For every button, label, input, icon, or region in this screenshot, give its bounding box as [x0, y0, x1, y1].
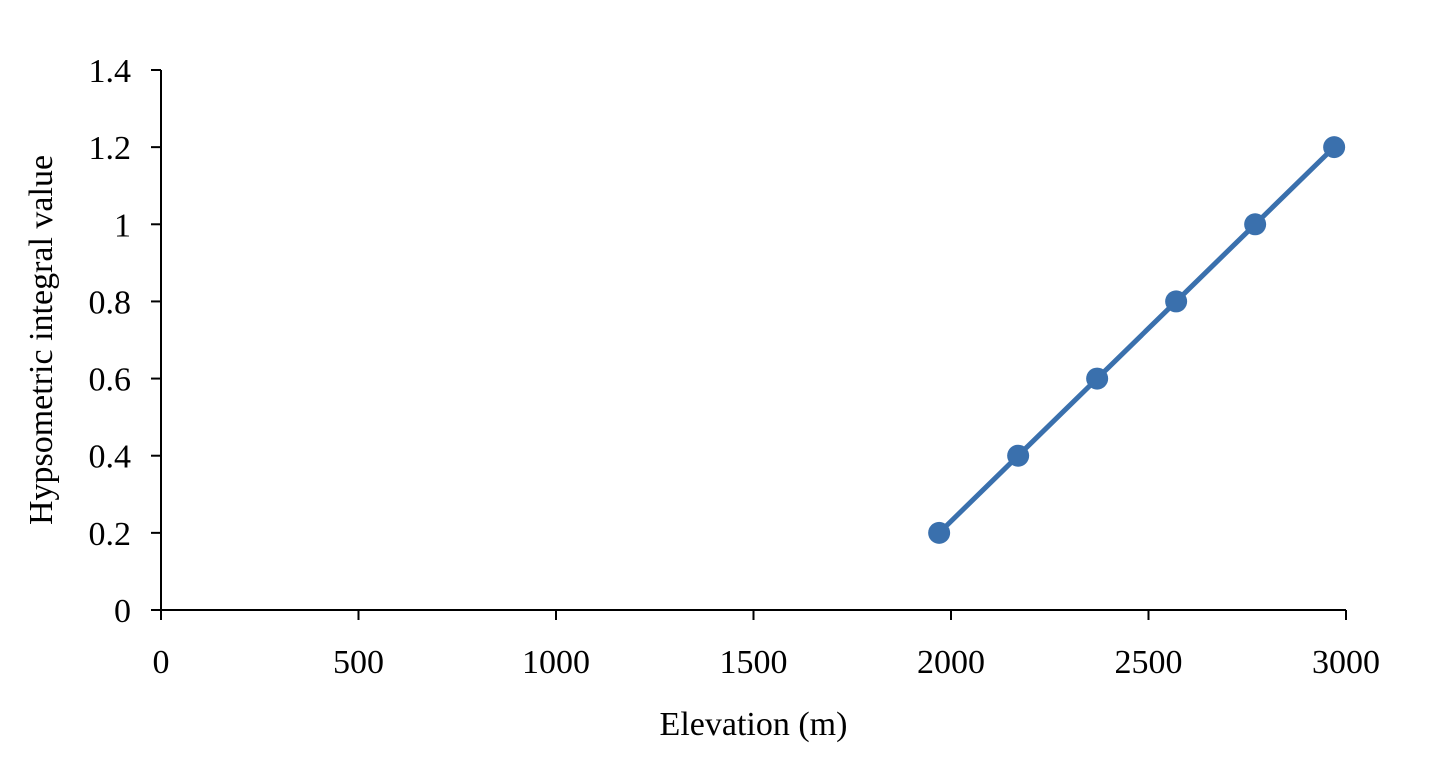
x-ticks: 0 500 1000 1500 2000 2500 3000 — [153, 610, 1380, 681]
y-tick-label: 1.2 — [89, 130, 132, 167]
data-point — [1086, 367, 1109, 390]
y-tick-label: 0.4 — [89, 439, 132, 476]
series-layer — [928, 136, 1346, 544]
data-point — [928, 521, 951, 544]
x-tick-label: 1000 — [522, 644, 590, 681]
y-tick-label: 0.2 — [89, 516, 132, 553]
y-tick-label: 1.4 — [89, 53, 132, 90]
x-tick-label: 0 — [153, 644, 170, 681]
y-tick-label: 0.8 — [89, 284, 132, 321]
x-tick-label: 3000 — [1312, 644, 1380, 681]
y-tick-label: 0 — [114, 593, 131, 630]
data-point — [1007, 444, 1030, 467]
x-tick-label: 2000 — [917, 644, 985, 681]
data-point — [1323, 136, 1346, 159]
x-axis-title: Elevation (m) — [660, 706, 848, 743]
y-axis-title: Hypsometric integral value — [23, 155, 60, 525]
series-line — [937, 145, 1336, 535]
y-tick-label: 1 — [114, 207, 131, 244]
x-tick-label: 1500 — [720, 644, 788, 681]
y-ticks: 0 0.2 0.4 0.6 0.8 1 1.2 1.4 — [89, 53, 161, 630]
y-tick-label: 0.6 — [89, 362, 132, 399]
x-tick-label: 500 — [333, 644, 384, 681]
axes — [160, 70, 1346, 611]
data-point — [1244, 213, 1267, 236]
x-tick-label: 2500 — [1115, 644, 1183, 681]
data-point — [1165, 290, 1188, 313]
